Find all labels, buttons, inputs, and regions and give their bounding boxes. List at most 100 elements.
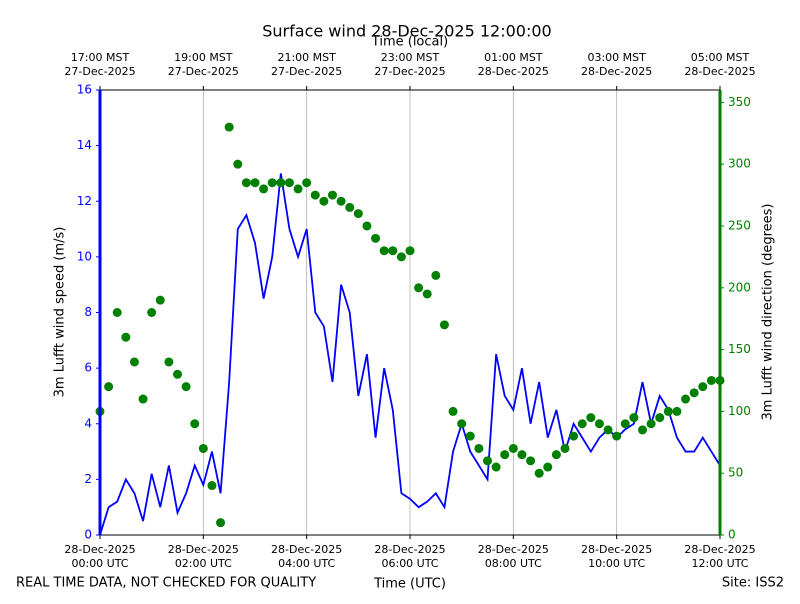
- direction-point: [491, 462, 501, 472]
- direction-point: [276, 178, 286, 188]
- direction-point: [207, 481, 217, 491]
- footer-note: REAL TIME DATA, NOT CHECKED FOR QUALITY: [16, 576, 316, 591]
- y-tick-label: 16: [77, 83, 92, 97]
- x2-tick-label: 17:00 MST 27-Dec-2025: [64, 51, 135, 78]
- direction-point: [500, 450, 510, 460]
- x2-tick-label: 23:00 MST 27-Dec-2025: [374, 51, 445, 78]
- direction-point: [362, 221, 372, 231]
- x2-tick-label: 19:00 MST 27-Dec-2025: [168, 51, 239, 78]
- direction-point: [603, 425, 613, 435]
- direction-point: [405, 246, 415, 256]
- direction-point: [181, 382, 191, 392]
- direction-point: [138, 394, 148, 404]
- x-tick-label: 28-Dec-2025 12:00 UTC: [684, 543, 755, 570]
- direction-point: [371, 233, 381, 243]
- direction-point: [353, 209, 363, 219]
- direction-point: [672, 406, 682, 416]
- direction-point: [319, 196, 329, 206]
- direction-point: [345, 202, 355, 212]
- x2-axis-label: Time (local): [371, 35, 448, 50]
- direction-point: [577, 419, 587, 429]
- y-tick-label: 6: [84, 361, 92, 375]
- y-tick-label: 12: [77, 194, 92, 208]
- direction-point: [328, 190, 337, 200]
- direction-point: [396, 252, 406, 262]
- y-tick-label: 2: [84, 472, 92, 486]
- direction-point: [551, 450, 561, 460]
- direction-point: [216, 518, 226, 528]
- direction-point: [465, 431, 475, 441]
- y-tick-label: 4: [84, 416, 92, 430]
- direction-point: [526, 456, 536, 466]
- direction-point: [190, 419, 200, 429]
- direction-point: [517, 450, 527, 460]
- direction-point: [129, 357, 139, 367]
- direction-point: [457, 419, 467, 429]
- y-tick-label: 14: [77, 138, 92, 152]
- direction-point: [655, 413, 665, 423]
- y2-tick-label: 250: [728, 218, 751, 232]
- y2-tick-label: 50: [728, 466, 743, 480]
- x-tick-label: 28-Dec-2025 02:00 UTC: [168, 543, 239, 570]
- direction-point: [586, 413, 596, 423]
- y-tick-label: 0: [84, 528, 92, 542]
- direction-point: [293, 184, 303, 194]
- x-tick-label: 28-Dec-2025 00:00 UTC: [64, 543, 135, 570]
- x2-tick-label: 01:00 MST 28-Dec-2025: [478, 51, 549, 78]
- direction-point: [164, 357, 174, 367]
- x-tick-label: 28-Dec-2025 04:00 UTC: [271, 543, 342, 570]
- direction-point: [284, 178, 294, 188]
- direction-point: [483, 456, 492, 466]
- y2-tick-label: 300: [728, 157, 751, 171]
- direction-point: [612, 431, 622, 441]
- x2-tick-label: 03:00 MST 28-Dec-2025: [581, 51, 652, 78]
- direction-point: [302, 178, 312, 188]
- direction-point: [629, 413, 639, 423]
- direction-point: [431, 270, 441, 280]
- direction-point: [173, 369, 182, 379]
- y-tick-label: 10: [77, 249, 92, 263]
- direction-point: [706, 375, 716, 385]
- x2-tick-label: 21:00 MST 27-Dec-2025: [271, 51, 342, 78]
- direction-point: [560, 443, 570, 453]
- x2-tick-label: 05:00 MST 28-Dec-2025: [684, 51, 755, 78]
- direction-point: [121, 332, 131, 342]
- y-tick-label: 8: [84, 305, 92, 319]
- direction-point: [474, 443, 484, 453]
- direction-point: [698, 382, 708, 392]
- direction-point: [379, 246, 389, 256]
- direction-point: [646, 419, 656, 429]
- direction-point: [638, 425, 647, 435]
- direction-point: [233, 159, 243, 169]
- y2-tick-label: 100: [728, 404, 751, 418]
- direction-point: [439, 320, 449, 330]
- x-tick-label: 28-Dec-2025 06:00 UTC: [374, 543, 445, 570]
- x-axis-label: Time (UTC): [373, 577, 446, 592]
- direction-point: [422, 289, 432, 299]
- direction-point: [267, 178, 277, 188]
- direction-point: [259, 184, 269, 194]
- direction-point: [336, 196, 346, 206]
- direction-point: [534, 468, 544, 478]
- y2-tick-label: 150: [728, 342, 751, 356]
- y2-tick-label: 200: [728, 280, 751, 294]
- direction-point: [448, 406, 458, 416]
- y2-tick-label: 0: [728, 528, 736, 542]
- direction-point: [663, 406, 673, 416]
- x-tick-label: 28-Dec-2025 10:00 UTC: [581, 543, 652, 570]
- direction-point: [250, 178, 260, 188]
- direction-point: [620, 419, 630, 429]
- y-axis-label: 3m Lufft wind speed (m/s): [53, 227, 68, 398]
- direction-point: [681, 394, 691, 404]
- y2-axis-label: 3m Lufft wind direction (degrees): [761, 204, 776, 421]
- direction-point: [198, 443, 208, 453]
- direction-point: [104, 382, 114, 392]
- direction-point: [241, 178, 251, 188]
- direction-point: [224, 122, 234, 132]
- direction-point: [388, 246, 398, 256]
- direction-point: [543, 462, 553, 472]
- direction-point: [508, 443, 518, 453]
- y2-tick-label: 350: [728, 95, 751, 109]
- site-label: Site: ISS2: [722, 576, 784, 591]
